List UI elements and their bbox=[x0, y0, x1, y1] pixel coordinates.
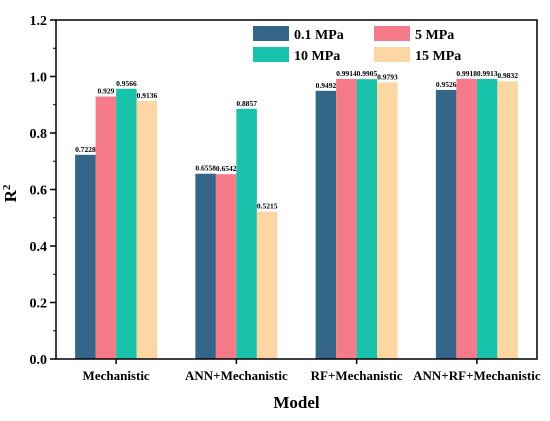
x-tick-label-4: ANN+RF+Mechanistic bbox=[413, 368, 541, 383]
bar-3-3 bbox=[356, 79, 378, 359]
x-tick-label-1: Mechanistic bbox=[83, 368, 150, 383]
bar-4-3 bbox=[377, 82, 398, 359]
y-tick-label: 0.8 bbox=[30, 127, 48, 142]
y-axis-label-superscript: 2 bbox=[1, 184, 13, 190]
bar-4-1 bbox=[136, 100, 158, 360]
y-axis-label-base: R bbox=[1, 189, 20, 202]
bar-2-1 bbox=[95, 96, 117, 360]
bar-3-1 bbox=[116, 88, 137, 359]
bar-2-3 bbox=[336, 78, 357, 359]
y-tick-label: 0.6 bbox=[30, 184, 48, 199]
bar-1-1 bbox=[75, 154, 96, 359]
y-axis-label: R2 bbox=[1, 184, 20, 202]
data-label-4-2: 0.5215 bbox=[257, 202, 278, 211]
data-label-1-2: 0.6558 bbox=[195, 164, 216, 173]
data-label-2-4: 0.9918 bbox=[456, 69, 477, 78]
legend-swatch-3 bbox=[253, 47, 289, 62]
bars-layer bbox=[75, 78, 518, 360]
data-label-2-1: 0.929 bbox=[97, 87, 114, 96]
y-tick-label: 1.2 bbox=[30, 14, 48, 29]
data-label-3-4: 0.9913 bbox=[477, 69, 498, 78]
legend-swatch-2 bbox=[374, 26, 410, 41]
legend-label-2: 5 MPa bbox=[415, 28, 454, 43]
x-tick-label-3: RF+Mechanistic bbox=[311, 368, 403, 383]
bar-1-4 bbox=[435, 89, 457, 359]
bar-2-4 bbox=[456, 78, 477, 359]
y-tick-label: 0.2 bbox=[30, 297, 48, 312]
data-label-2-3: 0.9914 bbox=[336, 69, 357, 78]
data-label-2-2: 0.6542 bbox=[216, 164, 237, 173]
y-tick-label: 0.4 bbox=[30, 240, 48, 255]
data-label-1-3: 0.9492 bbox=[316, 81, 337, 90]
x-axis: Mechanistic ANN+Mechanistic RF+Mechanistic… bbox=[83, 359, 541, 383]
y-tick-label: 1.0 bbox=[30, 71, 48, 86]
legend-label-3: 10 MPa bbox=[294, 49, 340, 64]
data-label-3-2: 0.8857 bbox=[236, 99, 257, 108]
data-label-1-1: 0.7228 bbox=[75, 145, 96, 154]
bar-1-2 bbox=[195, 173, 216, 359]
legend-label-4: 15 MPa bbox=[415, 49, 461, 64]
y-tick-label: 0.0 bbox=[30, 353, 48, 368]
data-label-1-4: 0.9526 bbox=[436, 80, 457, 89]
legend-label-1: 0.1 MPa bbox=[294, 28, 344, 43]
legend-swatch-1 bbox=[253, 26, 289, 41]
x-axis-label: Model bbox=[273, 393, 320, 412]
bar-4-2 bbox=[256, 211, 278, 359]
y-axis: 0.0 0.2 0.4 0.6 0.8 1.0 1.2 bbox=[30, 14, 56, 368]
data-label-3-1: 0.9566 bbox=[116, 79, 137, 88]
legend-swatch-4 bbox=[374, 47, 410, 62]
bar-3-2 bbox=[236, 108, 257, 359]
bar-3-4 bbox=[476, 78, 498, 359]
data-label-4-3: 0.9793 bbox=[377, 72, 398, 81]
bar-2-2 bbox=[215, 174, 237, 359]
x-tick-label-2: ANN+Mechanistic bbox=[185, 368, 288, 383]
data-label-4-1: 0.9136 bbox=[137, 91, 158, 100]
bar-1-3 bbox=[315, 90, 337, 359]
legend: 0.1 MPa 5 MPa 10 MPa 15 MPa bbox=[253, 26, 461, 64]
data-label-3-3: 0.9905 bbox=[357, 69, 378, 78]
data-label-4-4: 0.9832 bbox=[497, 71, 518, 80]
bar-4-4 bbox=[497, 81, 518, 359]
